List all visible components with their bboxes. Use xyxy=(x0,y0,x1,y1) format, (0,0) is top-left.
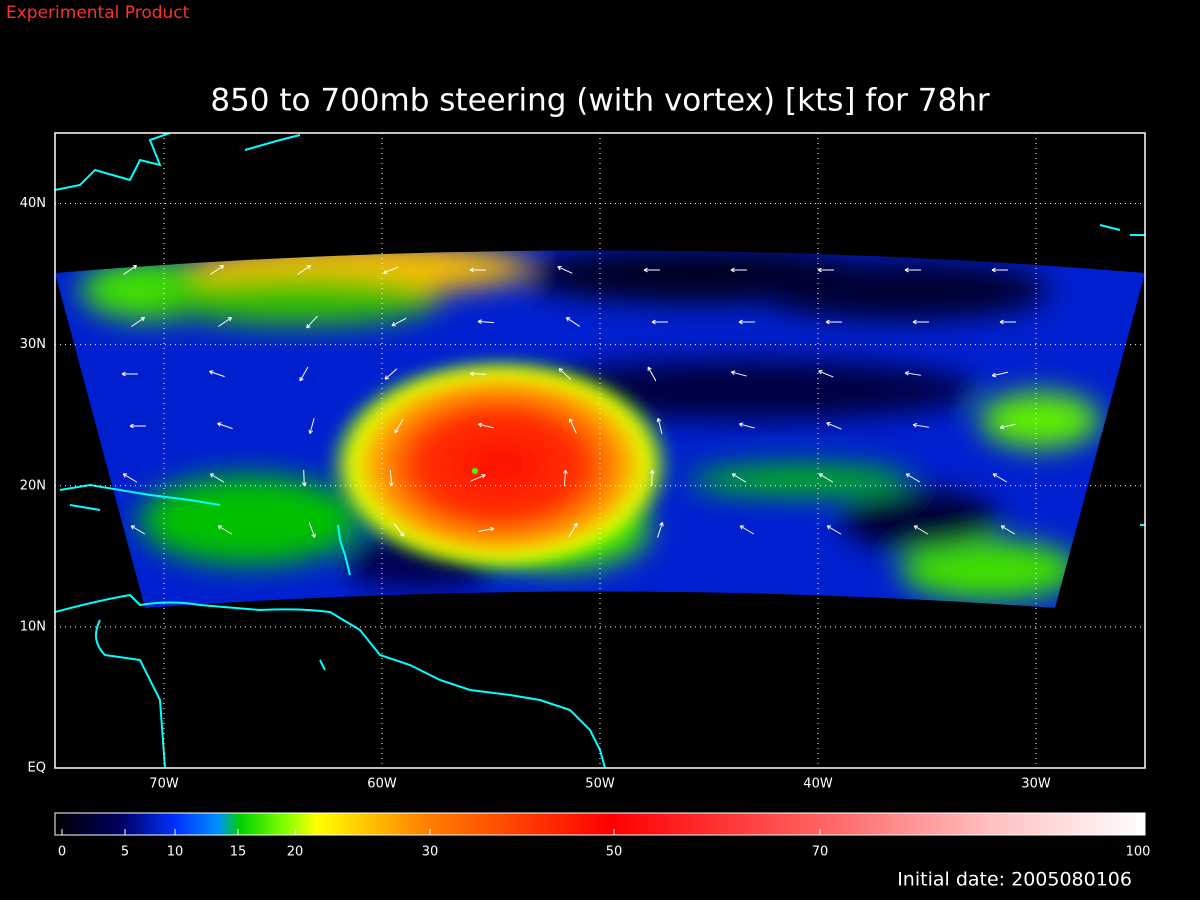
wind-arrow xyxy=(217,525,233,535)
wind-arrow xyxy=(738,319,755,325)
wind-arrow xyxy=(730,370,747,377)
wind-arrow xyxy=(826,422,842,430)
wind-arrow xyxy=(477,422,494,429)
wind-arrow xyxy=(478,526,495,532)
wind-arrow xyxy=(209,473,225,483)
wind-arrow xyxy=(130,525,146,535)
wind-arrow xyxy=(565,317,580,327)
wind-arrow xyxy=(123,264,138,275)
colorbar-tick-label: 20 xyxy=(287,845,304,860)
wind-arrow xyxy=(647,366,657,382)
wind-arrow xyxy=(991,267,1008,273)
wind-arrow xyxy=(394,418,404,434)
wind-arrow xyxy=(818,370,834,378)
x-tick-label: 50W xyxy=(585,777,615,792)
wind-arrow xyxy=(992,473,1008,483)
wind-arrow xyxy=(308,522,316,538)
colorbar-tick-label: 50 xyxy=(606,845,623,860)
wind-arrow xyxy=(299,366,309,382)
y-tick-label: 10N xyxy=(20,619,46,634)
wind-arrow xyxy=(391,317,407,327)
y-tick-label: 30N xyxy=(20,337,46,352)
x-tick-label: 40W xyxy=(803,777,833,792)
wind-arrow xyxy=(297,264,312,275)
wind-arrow xyxy=(649,469,655,487)
colorbar-tick-label: 15 xyxy=(230,845,247,860)
wind-arrow xyxy=(739,525,755,535)
wind-arrow xyxy=(389,469,394,487)
wind-arrow xyxy=(1000,525,1016,535)
y-tick-label: EQ xyxy=(28,761,46,776)
wind-arrow xyxy=(558,368,572,380)
wind-arrow xyxy=(826,525,842,535)
colorbar-tick-label: 5 xyxy=(121,845,129,860)
y-tick-label: 20N xyxy=(20,478,46,493)
wind-arrow xyxy=(393,523,405,537)
wind-arrow xyxy=(470,473,486,482)
colorbar-tick-label: 10 xyxy=(167,845,184,860)
wind-arrow xyxy=(825,319,842,325)
wind-arrow xyxy=(129,423,146,429)
wind-arrow xyxy=(131,316,146,327)
wind-arrow xyxy=(218,316,233,327)
wind-arrow xyxy=(651,319,668,325)
colorbar-tick-label: 30 xyxy=(422,845,439,860)
wind-arrow xyxy=(217,422,233,430)
wind-arrow xyxy=(383,266,399,274)
wind-arrow xyxy=(656,417,663,434)
colorbar-tick-label: 0 xyxy=(58,845,66,860)
initial-date: Initial date: 2005080106 xyxy=(897,869,1132,891)
x-tick-label: 70W xyxy=(149,777,179,792)
coastlines xyxy=(55,133,1145,768)
wind-arrow xyxy=(730,267,747,273)
wind-arrow xyxy=(210,264,225,275)
wind-arrow xyxy=(308,418,315,435)
wind-arrow xyxy=(913,525,929,535)
wind-arrow xyxy=(731,473,747,483)
wind-arrow xyxy=(568,418,577,434)
wind-arrow xyxy=(904,267,921,273)
x-tick-label: 30W xyxy=(1021,777,1051,792)
wind-arrow xyxy=(657,522,664,538)
wind-arrow xyxy=(991,371,1008,378)
colorbar xyxy=(54,812,1146,836)
wind-arrow xyxy=(557,265,573,274)
wind-arrow xyxy=(817,267,834,273)
wind-arrow xyxy=(818,473,834,483)
wind-arrow xyxy=(306,315,318,329)
wind-arrow xyxy=(477,319,495,325)
wind-arrow xyxy=(999,423,1016,430)
wind-arrow xyxy=(643,267,660,273)
wind-arrow xyxy=(469,267,487,273)
wind-arrow xyxy=(905,473,921,483)
wind-arrow xyxy=(904,370,921,376)
wind-arrow xyxy=(122,473,138,483)
x-tick-label: 60W xyxy=(367,777,397,792)
colorbar-tick-label: 100 xyxy=(1126,845,1151,860)
wind-arrow xyxy=(469,371,487,377)
wind-arrow xyxy=(563,469,568,487)
wind-arrow xyxy=(912,319,929,325)
map-title: 850 to 700mb steering (with vortex) [kts… xyxy=(210,83,990,119)
wind-arrow xyxy=(999,319,1016,325)
wind-arrow xyxy=(384,368,398,380)
wind-arrow xyxy=(912,422,929,428)
wind-arrow xyxy=(738,422,755,429)
y-tick-label: 40N xyxy=(20,196,46,211)
colorbar-tick-label: 70 xyxy=(812,845,829,860)
wind-field xyxy=(55,250,1145,608)
wind-arrow xyxy=(121,371,138,377)
wind-arrow xyxy=(209,370,225,378)
wind-arrow xyxy=(301,469,307,487)
product-label: Experimental Product xyxy=(6,3,190,23)
wind-arrow xyxy=(568,522,578,538)
